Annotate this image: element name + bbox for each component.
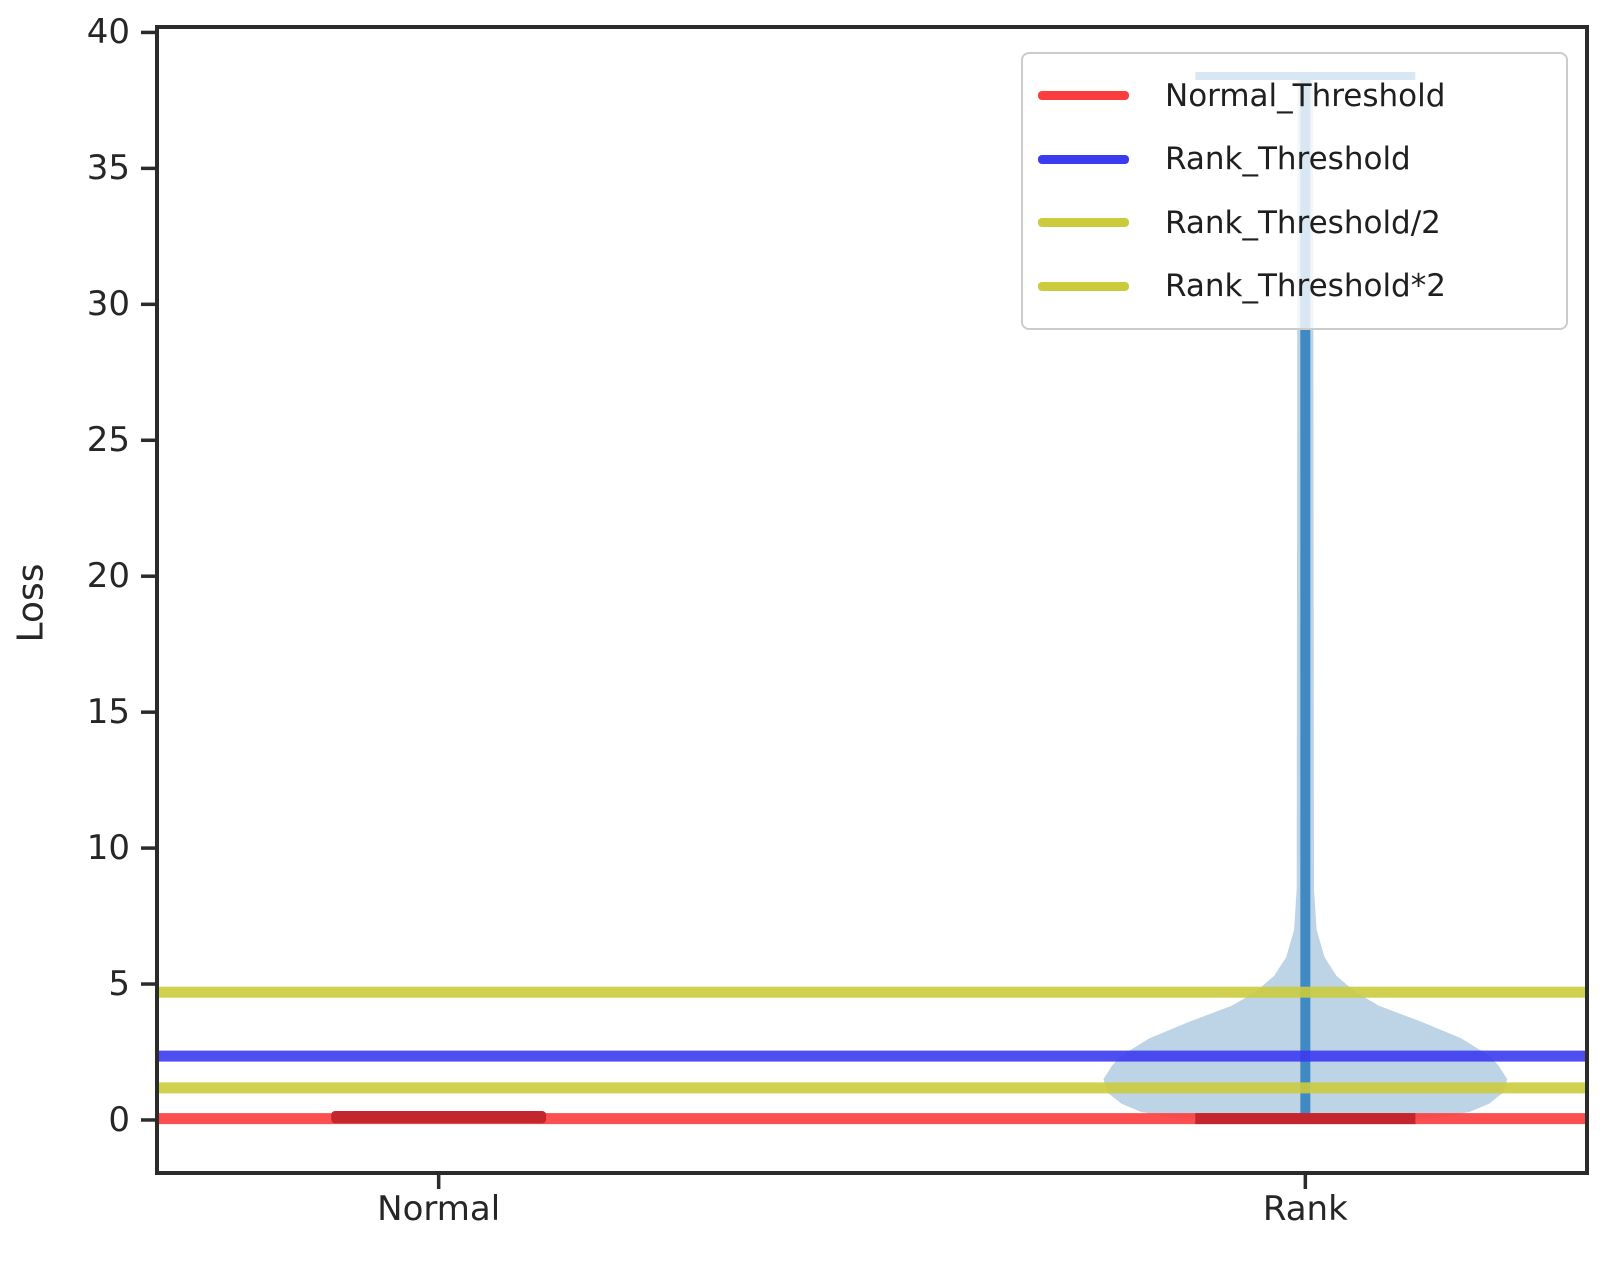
- axes-frame: [155, 25, 1589, 1175]
- y-tick-label: 40: [86, 12, 130, 53]
- legend-swatch-normal-threshold: [1038, 91, 1129, 101]
- legend-entry: Normal_Threshold: [1038, 78, 1556, 114]
- legend-entry: Rank_Threshold/2: [1038, 205, 1556, 241]
- y-tick-mark: [141, 574, 157, 578]
- rank-violin-min-cap: [1195, 1113, 1416, 1125]
- legend-entry: Rank_Threshold: [1038, 141, 1556, 177]
- rank-violin-stick: [1300, 75, 1311, 1119]
- normal-violin-body: [331, 1111, 547, 1124]
- y-tick-mark: [141, 166, 157, 171]
- threshold-line-3: [157, 986, 1587, 998]
- legend-swatch-rank-threshold-half: [1038, 218, 1129, 228]
- y-tick-label: 0: [108, 1099, 130, 1140]
- legend: Normal_Threshold Rank_Threshold Rank_Thr…: [1021, 52, 1568, 330]
- y-tick-mark: [141, 710, 157, 714]
- legend-label: Rank_Threshold*2: [1165, 268, 1446, 305]
- threshold-line-1: [157, 1050, 1587, 1062]
- legend-entry: Rank_Threshold*2: [1038, 268, 1556, 304]
- y-tick-label: 30: [86, 284, 130, 325]
- y-tick-label: 15: [86, 692, 130, 733]
- y-tick-label: 35: [86, 148, 130, 189]
- x-tick-label-normal: Normal: [377, 1189, 501, 1229]
- y-tick-label: 5: [108, 964, 130, 1005]
- y-tick-mark: [141, 30, 157, 35]
- x-tick-mark: [436, 1173, 441, 1189]
- legend-swatch-rank-threshold: [1038, 154, 1129, 164]
- y-tick-mark: [141, 846, 157, 850]
- legend-label: Rank_Threshold: [1165, 141, 1411, 178]
- x-tick-label-rank: Rank: [1262, 1189, 1348, 1229]
- y-tick-mark: [141, 1118, 157, 1122]
- y-tick-label: 20: [86, 556, 130, 597]
- legend-label: Normal_Threshold: [1165, 77, 1446, 114]
- y-tick-label: 10: [86, 828, 130, 869]
- x-tick-mark: [1303, 1173, 1308, 1189]
- y-tick-label: 25: [86, 420, 130, 461]
- legend-swatch-rank-threshold-double: [1038, 281, 1129, 291]
- threshold-line-2: [157, 1082, 1587, 1094]
- y-tick-mark: [141, 302, 157, 307]
- legend-label: Rank_Threshold/2: [1165, 204, 1441, 241]
- y-tick-mark: [141, 438, 157, 443]
- threshold-line-0: [157, 1113, 1587, 1125]
- y-tick-mark: [141, 982, 157, 986]
